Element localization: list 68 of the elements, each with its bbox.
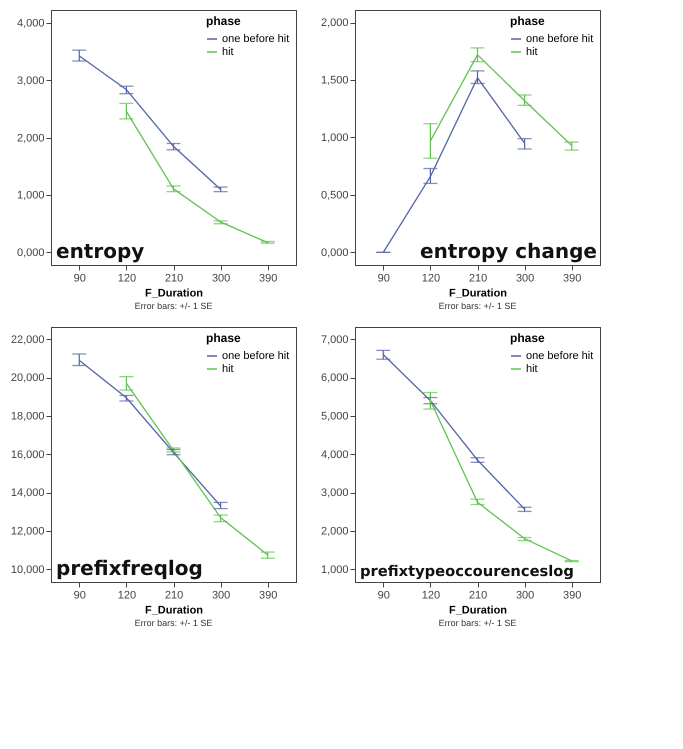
text: Error bars: +/- 1 SE (134, 618, 212, 628)
x-tick-label: 90 (378, 272, 390, 284)
x-tick-label: 120 (118, 590, 136, 602)
x-tick-label: 210 (164, 590, 184, 602)
legend-label: hit (222, 363, 234, 375)
y-tick-label: 14,000 (10, 487, 44, 500)
legend-label: hit (526, 363, 538, 375)
legend-label: one before hit (526, 33, 594, 45)
y-tick-label: 20,000 (10, 372, 44, 384)
text: prefixfreqlog (56, 556, 203, 580)
legend-label: one before hit (222, 33, 290, 45)
y-tick-label: 12,000 (10, 526, 44, 538)
text: Error bars: +/- 1 SE (134, 301, 212, 311)
x-tick-label: 300 (212, 272, 230, 284)
y-tick-label: 3,000 (16, 74, 44, 87)
x-tick-label: 90 (74, 272, 86, 284)
x-tick-label: 210 (164, 272, 184, 284)
x-tick-label: 210 (468, 272, 488, 284)
y-tick-label: 1,500 (320, 74, 348, 87)
legend-title: phase (510, 331, 546, 345)
legend-title: phase (510, 14, 546, 28)
x-tick-label: 390 (563, 590, 582, 602)
legend-label: one before hit (222, 350, 290, 362)
text: Error bars: +/- 1 SE (438, 618, 516, 628)
y-tick-label: 1,000 (16, 190, 44, 202)
x-tick-label: 120 (118, 272, 136, 284)
y-tick-label: 2,000 (320, 17, 348, 30)
y-tick-label: 10,000 (10, 564, 44, 576)
text: Error bars: +/- 1 SE (438, 301, 516, 311)
legend-label: hit (526, 46, 538, 58)
y-tick-label: 3,000 (320, 487, 348, 500)
y-tick-label: 16,000 (10, 448, 44, 461)
legend-title: phase (206, 331, 242, 345)
text: entropy (56, 239, 144, 263)
x-tick-label: 300 (212, 590, 230, 602)
y-tick-label: 1,000 (320, 132, 348, 144)
y-tick-label: 2,000 (16, 132, 44, 144)
y-tick-label: 4,000 (16, 18, 44, 30)
y-tick-label: 0,000 (320, 246, 348, 259)
text: entropy change (420, 239, 597, 263)
x-axis-title: F_Duration (144, 604, 204, 616)
legend-title: phase (206, 14, 242, 28)
x-axis-title: F_Duration (144, 288, 204, 300)
x-tick-label: 90 (378, 590, 390, 602)
y-tick-label: 0,000 (16, 246, 44, 259)
x-tick-label: 90 (74, 590, 86, 602)
x-tick-label: 210 (468, 590, 488, 602)
x-tick-label: 390 (259, 272, 278, 284)
y-tick-label: 7,000 (320, 334, 348, 346)
x-axis-title: F_Duration (448, 288, 508, 300)
y-tick-label: 5,000 (320, 410, 348, 422)
y-tick-label: 6,000 (320, 372, 348, 384)
y-tick-label: 18,000 (10, 410, 44, 422)
x-tick-label: 390 (259, 590, 278, 602)
x-tick-label: 300 (516, 590, 534, 602)
y-tick-label: 0,500 (320, 189, 348, 202)
x-tick-label: 390 (563, 272, 582, 284)
x-tick-label: 300 (516, 272, 534, 284)
x-axis-title: F_Duration (448, 604, 508, 616)
legend-label: hit (222, 46, 234, 58)
y-tick-label: 4,000 (320, 448, 348, 461)
y-tick-label: 22,000 (10, 334, 44, 346)
y-tick-label: 2,000 (320, 526, 348, 538)
legend-label: one before hit (526, 350, 594, 362)
x-tick-label: 120 (422, 272, 440, 284)
text: prefixtypeoccourenceslog (360, 563, 574, 580)
y-tick-label: 1,000 (320, 564, 348, 576)
x-tick-label: 120 (422, 590, 440, 602)
